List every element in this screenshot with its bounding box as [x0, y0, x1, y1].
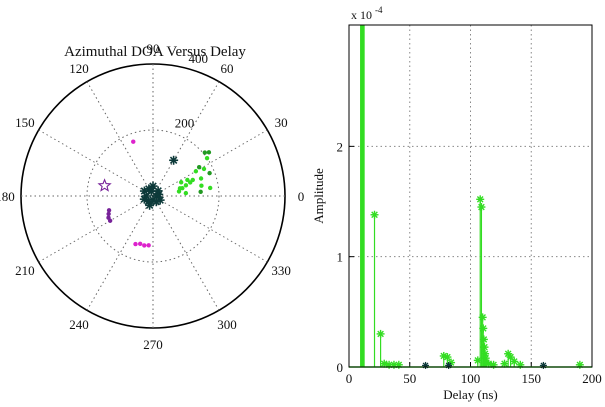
polar-spoke-240 [86, 195, 154, 311]
stem-exponent-base: x 10 [351, 8, 372, 22]
stem-x-tick-labels: 0 50 100 150 200 [346, 371, 602, 386]
stem-x-axis-label: Delay (ns) [443, 387, 498, 402]
polar-ring-200 [86, 129, 220, 263]
stem-marker-29 [575, 360, 584, 369]
stem-xtick-label-100: 100 [461, 371, 481, 386]
stem-y-tick-labels: 0 1 2 [337, 139, 344, 375]
polar-point-s4-1 [106, 211, 111, 217]
polar-point-s3-4 [131, 139, 136, 144]
polar-point-s3-3 [133, 241, 138, 247]
polar-point-s3-0 [137, 241, 143, 247]
stem-marker-22 [484, 359, 493, 368]
polar-spoke-330 [152, 195, 268, 263]
stem-ytick-label-2: 2 [337, 139, 344, 154]
stem-marker-14 [478, 313, 487, 322]
polar-point-s2-3 [198, 189, 203, 195]
stem-dark-marker-0 [422, 361, 430, 369]
polar-angle-label-210: 210 [15, 263, 35, 278]
polar-angle-label-60: 60 [221, 61, 234, 76]
polar-radial-label-400: 400 [188, 51, 208, 66]
polar-point-s5-0 [97, 178, 112, 192]
stem-exponent-label: x 10 -4 [351, 5, 383, 22]
polar-point-s1-14 [178, 180, 184, 185]
stem-grid [348, 25, 593, 368]
stem-marker-10 [443, 353, 452, 362]
polar-title: Azimuthal DOA Versus Delay [64, 44, 246, 60]
polar-point-s0-12 [145, 200, 155, 210]
polar-radial-labels: 200 400 [175, 51, 208, 131]
polar-point-s2-1 [206, 150, 212, 155]
polar-point-s1-11 [183, 190, 189, 196]
stem-exponent-power: -4 [375, 5, 383, 15]
stem-ytick-label-1: 1 [337, 250, 344, 265]
polar-angle-label-270: 270 [143, 337, 163, 352]
polar-angle-label-240: 240 [69, 317, 89, 332]
stem-marker-12 [476, 195, 485, 204]
polar-angle-label-30: 30 [275, 115, 288, 130]
stem-marker-3 [370, 210, 379, 219]
polar-point-s2-4 [196, 164, 202, 170]
polar-point-s1-7 [201, 166, 207, 172]
stem-marker-28 [516, 360, 525, 369]
polar-angle-label-0: 0 [298, 189, 305, 204]
polar-angle-label-150: 150 [15, 115, 35, 130]
stem-marker-16 [479, 335, 488, 344]
polar-spoke-150 [38, 129, 154, 197]
stem-marker-4 [376, 329, 385, 338]
polar-point-s2-2 [207, 170, 212, 176]
polar-angle-label-120: 120 [69, 61, 89, 76]
stem-dark-marker-1 [445, 361, 453, 369]
stem-xtick-label-0: 0 [346, 371, 353, 386]
polar-point-s4-0 [106, 208, 112, 213]
stem-marker-15 [479, 324, 488, 333]
polar-angle-label-300: 300 [217, 317, 237, 332]
stem-marker-25 [506, 353, 515, 362]
stem-marker-8 [394, 360, 403, 369]
polar-point-s2-0 [202, 150, 208, 155]
polar-point-s4-3 [107, 218, 113, 223]
stem-marker-13 [477, 203, 486, 212]
polar-radial-label-200: 200 [175, 115, 195, 130]
stem-marker-23 [489, 360, 498, 369]
stem-xtick-label-200: 200 [582, 371, 602, 386]
stem-y-axis-label: Amplitude [311, 168, 326, 224]
polar-point-s0-13 [151, 191, 161, 201]
stem-marker-26 [510, 357, 519, 366]
stem-marker-17 [480, 343, 489, 352]
polar-grid [20, 63, 286, 329]
stem-chart: 0 50 100 150 200 0 1 2 x 10 -4 Delay (ns) Ampl… [311, 5, 602, 402]
polar-chart: Azimuthal DOA Versus Delay 0 30 60 90 120 150… [0, 41, 304, 352]
stem-marks [349, 25, 592, 369]
polar-point-s0-14 [169, 155, 179, 165]
stem-marker-5 [380, 359, 389, 368]
polar-point-s3-1 [142, 243, 147, 248]
stem-dark-marker-2 [539, 361, 547, 369]
stem-ytick-label-0: 0 [337, 360, 344, 375]
polar-angle-label-90: 90 [147, 41, 160, 56]
polar-point-s1-10 [199, 183, 204, 188]
polar-point-s1-13 [177, 186, 183, 191]
stem-axes-box [348, 24, 593, 368]
stem-xtick-label-50: 50 [403, 371, 416, 386]
polar-point-s1-8 [204, 155, 210, 161]
polar-point-s1-1 [183, 183, 189, 188]
polar-angle-label-330: 330 [271, 263, 291, 278]
stem-marker-21 [473, 356, 482, 365]
polar-point-s1-3 [185, 177, 190, 183]
stem-xtick-label-150: 150 [522, 371, 542, 386]
polar-point-s3-2 [146, 243, 151, 248]
polar-angle-labels: 0 30 60 90 120 150 180 210 240 270 300 330 [0, 41, 304, 352]
polar-angle-label-180: 180 [0, 189, 15, 204]
polar-point-s1-12 [207, 185, 213, 191]
polar-point-s1-6 [198, 176, 204, 181]
polar-point-s1-4 [190, 177, 195, 183]
polar-points [97, 139, 213, 248]
stem-marker-27 [500, 359, 509, 368]
polar-point-s1-5 [193, 169, 199, 174]
